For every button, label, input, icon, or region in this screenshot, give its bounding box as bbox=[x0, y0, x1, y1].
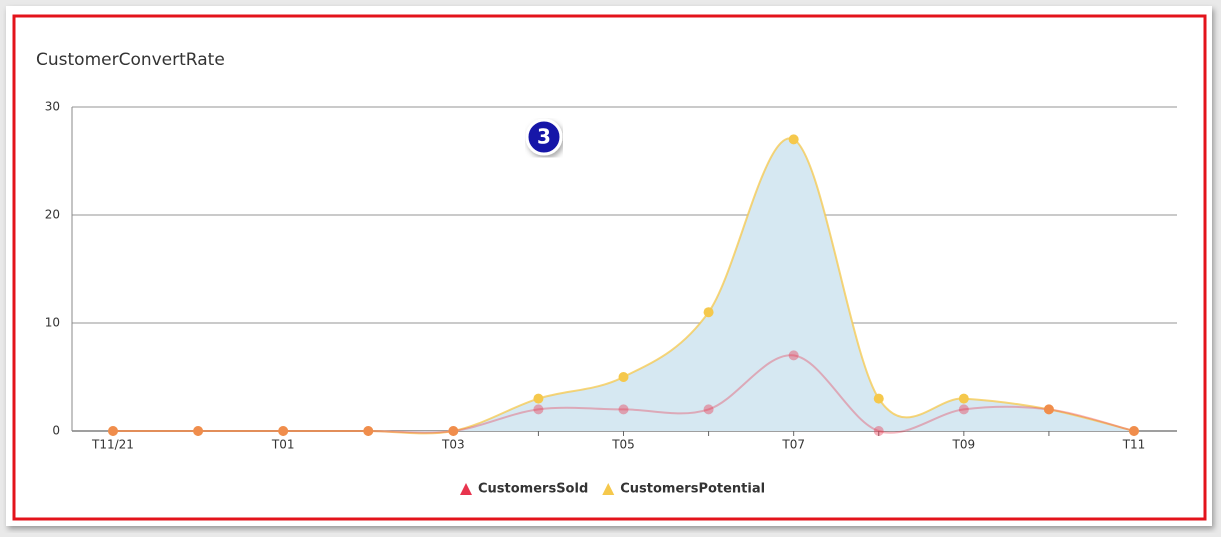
x-tick-label: T11/21 bbox=[91, 438, 134, 452]
badge-label: 3 bbox=[537, 125, 551, 149]
legend-symbol bbox=[602, 483, 615, 495]
point bbox=[533, 404, 544, 415]
highlight-frame bbox=[12, 14, 1207, 521]
legend-label: CustomersPotential bbox=[620, 482, 765, 497]
point bbox=[703, 404, 714, 415]
x-tick-label: T01 bbox=[271, 438, 295, 452]
point bbox=[618, 372, 629, 382]
point bbox=[873, 426, 884, 436]
y-tick-label: 0 bbox=[52, 424, 60, 438]
x-tick-label: T09 bbox=[952, 438, 976, 452]
point bbox=[533, 393, 544, 404]
point bbox=[278, 426, 289, 436]
x-tick-label: T07 bbox=[781, 438, 805, 452]
point bbox=[788, 350, 799, 361]
card bbox=[6, 6, 1212, 526]
x-tick-label: T05 bbox=[611, 438, 635, 452]
point bbox=[278, 426, 289, 436]
point bbox=[108, 426, 118, 436]
point bbox=[1129, 426, 1139, 436]
point bbox=[618, 404, 629, 415]
point bbox=[703, 307, 714, 318]
legend-label: CustomersSold bbox=[478, 482, 588, 497]
point bbox=[1043, 404, 1054, 415]
x-tick-label: T11 bbox=[1122, 438, 1146, 452]
y-tick-label: 30 bbox=[45, 100, 60, 114]
point bbox=[958, 393, 969, 404]
point bbox=[448, 426, 459, 436]
y-tick-label: 10 bbox=[45, 316, 60, 330]
series-line bbox=[113, 137, 1135, 435]
chart-title: CustomerConvertRate bbox=[36, 50, 225, 70]
legend-symbol bbox=[460, 483, 472, 495]
point bbox=[873, 393, 884, 404]
x-tick-label: T03 bbox=[441, 438, 465, 452]
point bbox=[1043, 404, 1054, 415]
point bbox=[108, 426, 118, 436]
point bbox=[363, 426, 374, 436]
point bbox=[193, 426, 204, 436]
point bbox=[958, 404, 969, 415]
badge bbox=[525, 118, 563, 156]
y-tick-label: 20 bbox=[45, 208, 60, 222]
point bbox=[1129, 426, 1139, 436]
point bbox=[193, 426, 204, 436]
point bbox=[448, 426, 459, 436]
point bbox=[788, 134, 799, 145]
point bbox=[363, 426, 374, 436]
